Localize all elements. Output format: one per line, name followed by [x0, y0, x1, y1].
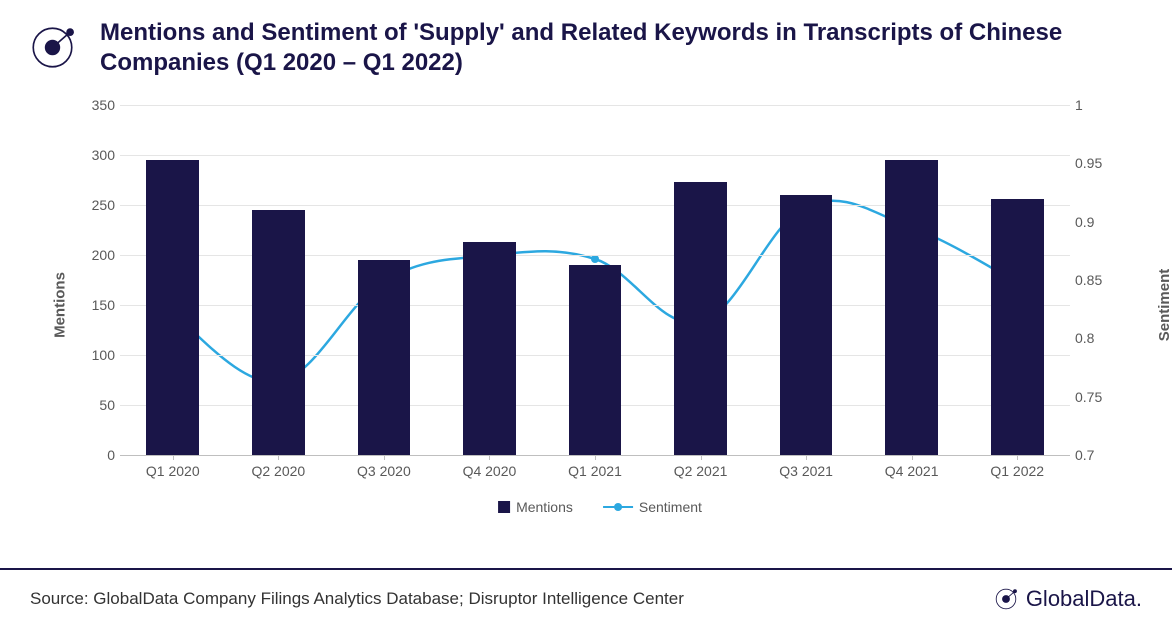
legend-mentions-label: Mentions — [516, 499, 573, 515]
mentions-bar — [358, 260, 411, 455]
footer: Source: GlobalData Company Filings Analy… — [0, 568, 1172, 628]
y1-tick-label: 50 — [80, 397, 115, 413]
globaldata-icon — [25, 20, 80, 75]
chart-title: Mentions and Sentiment of 'Supply' and R… — [100, 18, 1100, 78]
mentions-bar — [780, 195, 833, 455]
legend-mentions-swatch — [498, 501, 510, 513]
x-tick-label: Q1 2022 — [990, 463, 1044, 479]
y1-tick-label: 350 — [80, 97, 115, 113]
legend-sentiment: Sentiment — [603, 499, 702, 515]
globaldata-logo: GlobalData. — [992, 585, 1142, 613]
x-tick-label: Q1 2021 — [568, 463, 622, 479]
mentions-bar — [674, 182, 727, 455]
y1-tick-label: 100 — [80, 347, 115, 363]
y1-tick-label: 150 — [80, 297, 115, 313]
y1-tick-label: 0 — [80, 447, 115, 463]
mentions-bar — [146, 160, 199, 455]
y2-tick-label: 0.8 — [1075, 330, 1115, 346]
x-tick-label: Q2 2021 — [674, 463, 728, 479]
y2-tick-label: 0.7 — [1075, 447, 1115, 463]
y1-tick-label: 300 — [80, 147, 115, 163]
mentions-bar — [885, 160, 938, 455]
x-tick-label: Q2 2020 — [251, 463, 305, 479]
x-tick-label: Q1 2020 — [146, 463, 200, 479]
mentions-bar — [991, 199, 1044, 455]
globaldata-footer-icon — [992, 585, 1020, 613]
source-text: Source: GlobalData Company Filings Analy… — [30, 589, 684, 609]
x-tick-label: Q4 2020 — [463, 463, 517, 479]
mentions-bar — [252, 210, 305, 455]
legend-sentiment-label: Sentiment — [639, 499, 702, 515]
y2-tick-label: 0.75 — [1075, 389, 1115, 405]
y1-tick-label: 200 — [80, 247, 115, 263]
legend-sentiment-swatch — [603, 506, 633, 508]
globaldata-logo-text: GlobalData. — [1026, 586, 1142, 612]
y2-tick-label: 0.95 — [1075, 155, 1115, 171]
mentions-bar — [569, 265, 622, 455]
chart-area: Mentions Sentiment 050100150200250300350… — [70, 95, 1130, 515]
x-tick-label: Q3 2020 — [357, 463, 411, 479]
y1-tick-label: 250 — [80, 197, 115, 213]
y1-axis-title: Mentions — [52, 272, 69, 338]
x-tick-label: Q3 2021 — [779, 463, 833, 479]
y2-tick-label: 0.85 — [1075, 272, 1115, 288]
x-tick-label: Q4 2021 — [885, 463, 939, 479]
mentions-bar — [463, 242, 516, 455]
legend: Mentions Sentiment — [498, 499, 702, 515]
legend-mentions: Mentions — [498, 499, 573, 515]
y2-axis-title: Sentiment — [1157, 269, 1172, 342]
y2-tick-label: 0.9 — [1075, 214, 1115, 230]
plot-region: 0501001502002503003500.70.750.80.850.90.… — [120, 105, 1070, 456]
y2-tick-label: 1 — [1075, 97, 1115, 113]
